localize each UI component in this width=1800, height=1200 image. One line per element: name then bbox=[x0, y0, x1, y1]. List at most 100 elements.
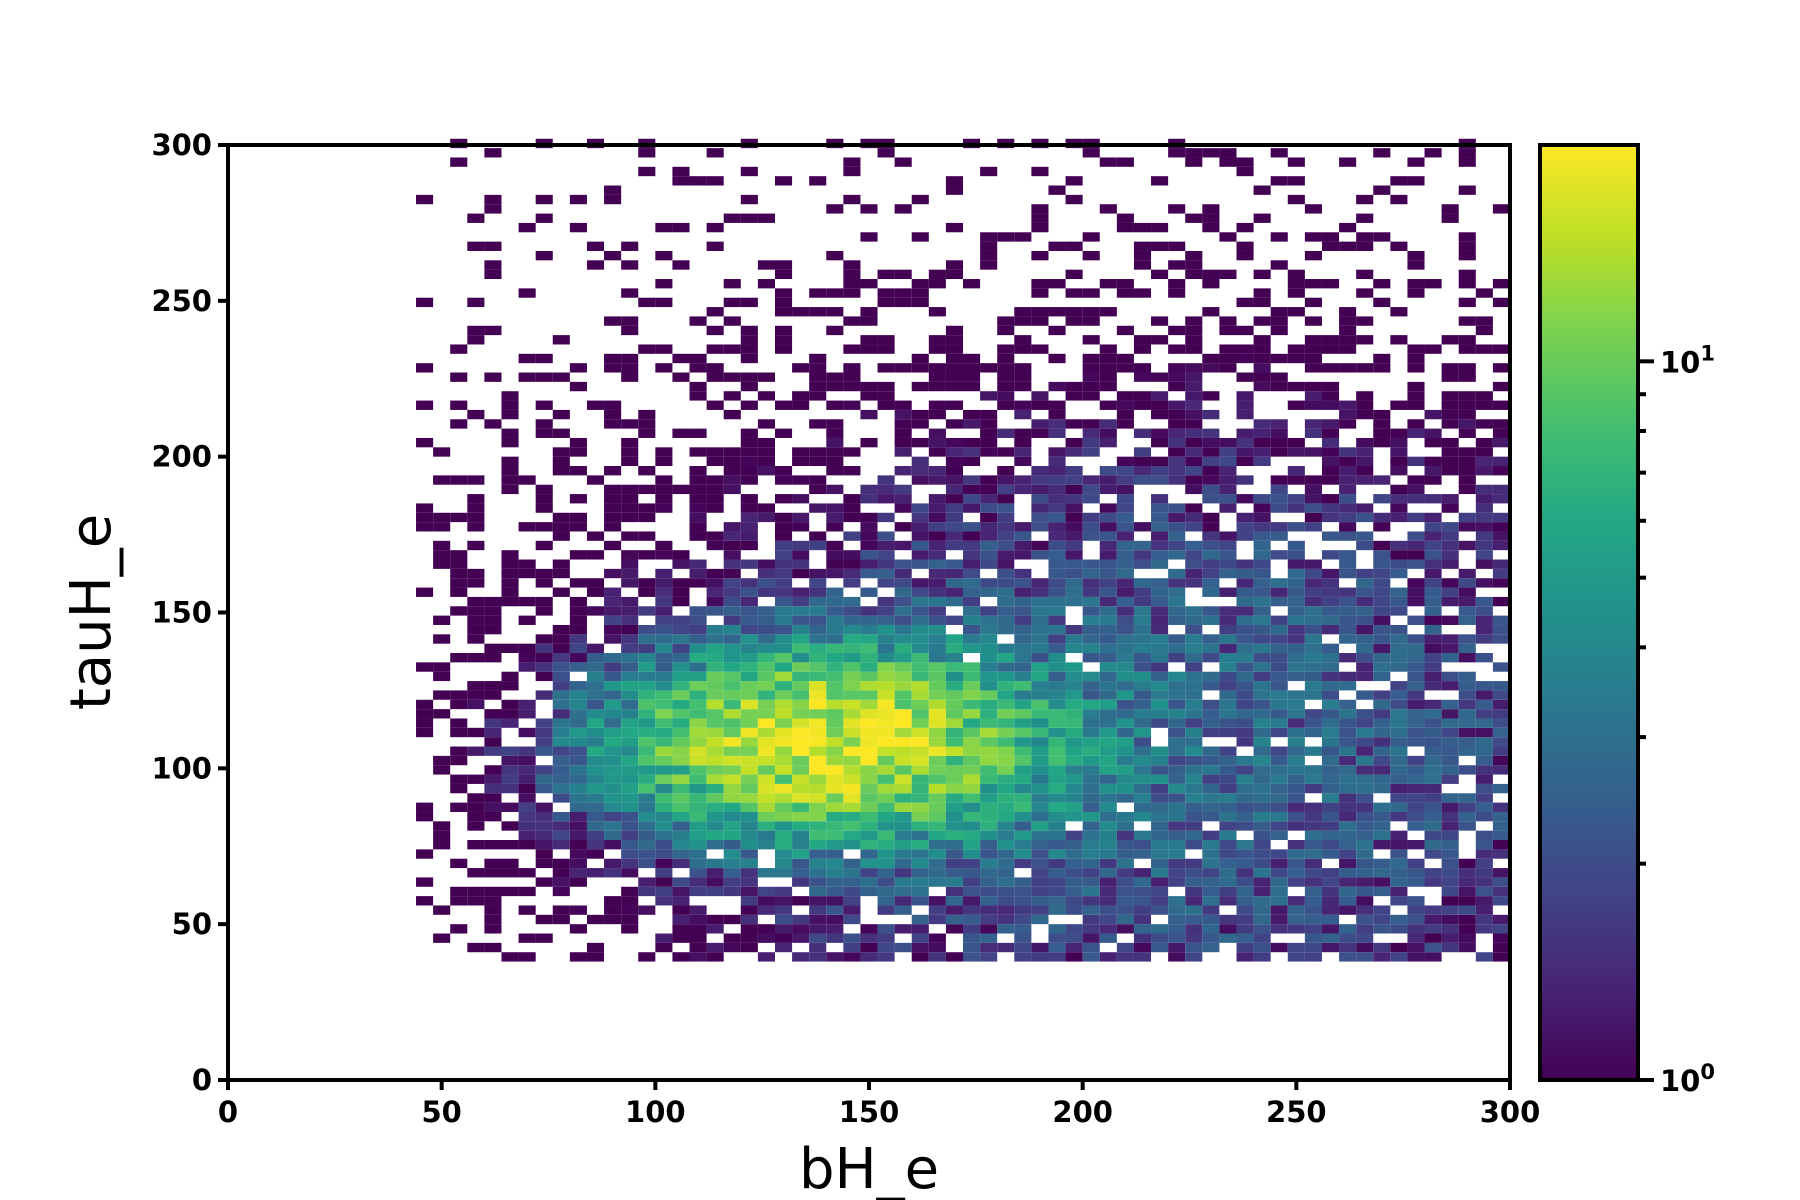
heatmap-cell bbox=[928, 896, 946, 906]
heatmap-cell bbox=[1339, 615, 1357, 625]
heatmap-cell bbox=[1219, 886, 1237, 897]
heatmap-cell bbox=[518, 727, 536, 738]
heatmap-cell bbox=[1356, 437, 1374, 448]
heatmap-cell bbox=[1236, 157, 1254, 167]
heatmap-cell bbox=[535, 634, 553, 644]
heatmap-cell bbox=[706, 942, 724, 953]
heatmap-cell bbox=[877, 475, 895, 485]
heatmap-cell bbox=[552, 793, 570, 803]
heatmap-cell bbox=[1014, 615, 1032, 625]
heatmap-cell bbox=[552, 662, 570, 672]
heatmap-cell bbox=[928, 522, 946, 532]
heatmap-cell bbox=[809, 391, 827, 401]
heatmap-cell bbox=[1168, 344, 1186, 354]
heatmap-cell bbox=[911, 793, 929, 803]
heatmap-cell bbox=[655, 830, 673, 841]
heatmap-cell bbox=[1441, 793, 1459, 803]
heatmap-cell bbox=[877, 550, 895, 560]
heatmap-cell bbox=[1236, 774, 1254, 784]
heatmap-cell bbox=[1202, 550, 1220, 560]
heatmap-cell bbox=[1287, 662, 1305, 672]
heatmap-cell bbox=[928, 372, 946, 382]
heatmap-cell bbox=[997, 606, 1015, 616]
heatmap-cell bbox=[569, 858, 587, 869]
heatmap-cell bbox=[1475, 494, 1493, 504]
heatmap-cell bbox=[928, 494, 946, 504]
heatmap-cell bbox=[792, 596, 810, 607]
heatmap-cell bbox=[569, 466, 587, 476]
heatmap-cell bbox=[621, 437, 639, 448]
heatmap-cell bbox=[1475, 896, 1493, 906]
heatmap-cell bbox=[1048, 643, 1066, 654]
heatmap-cell bbox=[1168, 475, 1186, 485]
heatmap-cell bbox=[621, 755, 639, 766]
heatmap-cell bbox=[1151, 503, 1169, 513]
heatmap-cell bbox=[1048, 802, 1066, 812]
heatmap-cell bbox=[1441, 372, 1459, 382]
heatmap-cell bbox=[723, 653, 741, 663]
heatmap-cell bbox=[655, 250, 673, 261]
heatmap-cell bbox=[1202, 447, 1220, 457]
heatmap-cell bbox=[928, 830, 946, 841]
heatmap-cell bbox=[1031, 484, 1049, 495]
heatmap-cell bbox=[1321, 755, 1340, 766]
heatmap-cell bbox=[1458, 148, 1476, 158]
heatmap-cell bbox=[740, 559, 758, 569]
heatmap-cell bbox=[433, 821, 451, 831]
heatmap-cell bbox=[484, 260, 502, 270]
heatmap-cell bbox=[860, 699, 878, 710]
heatmap-cell bbox=[877, 699, 895, 710]
heatmap-cell bbox=[740, 718, 758, 728]
heatmap-cell bbox=[809, 727, 827, 738]
heatmap-cell bbox=[1287, 709, 1305, 719]
heatmap-cell bbox=[1116, 213, 1134, 223]
heatmap-cell bbox=[706, 718, 724, 728]
heatmap-cell bbox=[792, 821, 810, 831]
heatmap-cell bbox=[1048, 606, 1066, 616]
heatmap-cell bbox=[1458, 858, 1476, 869]
heatmap-cell bbox=[638, 624, 656, 635]
heatmap-cell bbox=[706, 914, 724, 925]
heatmap-cell bbox=[911, 578, 929, 588]
heatmap-cell bbox=[945, 176, 964, 186]
heatmap-cell bbox=[1270, 896, 1288, 906]
heatmap-cell bbox=[655, 868, 673, 878]
heatmap-cell bbox=[809, 307, 827, 317]
heatmap-cell bbox=[621, 671, 639, 682]
heatmap-cell bbox=[706, 774, 724, 784]
heatmap-cell bbox=[740, 709, 758, 719]
heatmap-cell bbox=[1253, 512, 1271, 523]
heatmap-cell bbox=[1475, 531, 1493, 541]
heatmap-cell bbox=[945, 381, 964, 392]
heatmap-cell bbox=[963, 727, 981, 738]
heatmap-cell bbox=[1304, 606, 1322, 616]
heatmap-cell bbox=[1014, 896, 1032, 906]
heatmap-cell bbox=[911, 587, 929, 597]
heatmap-cell bbox=[894, 896, 912, 906]
heatmap-cell bbox=[638, 671, 656, 682]
heatmap-cell bbox=[1236, 737, 1254, 747]
heatmap-cell bbox=[621, 531, 639, 541]
heatmap-cell bbox=[723, 868, 741, 878]
heatmap-cell bbox=[997, 372, 1015, 382]
heatmap-cell bbox=[894, 540, 912, 551]
heatmap-cell bbox=[655, 718, 673, 728]
heatmap-cell bbox=[1048, 428, 1066, 438]
heatmap-cell bbox=[843, 933, 861, 943]
heatmap-cell bbox=[894, 157, 912, 167]
heatmap-cell bbox=[792, 681, 810, 691]
heatmap-cell bbox=[569, 624, 587, 635]
y-tick-label: 100 bbox=[151, 751, 212, 785]
heatmap-cell bbox=[1390, 606, 1408, 616]
heatmap-cell bbox=[1458, 241, 1476, 251]
heatmap-cell bbox=[1304, 746, 1322, 756]
heatmap-cell bbox=[1458, 484, 1476, 495]
heatmap-cell bbox=[980, 250, 998, 261]
heatmap-cell bbox=[928, 699, 946, 710]
heatmap-cell bbox=[1373, 690, 1391, 700]
heatmap-cell bbox=[1321, 428, 1340, 438]
heatmap-cell bbox=[1202, 802, 1220, 812]
heatmap-cell bbox=[877, 606, 895, 616]
heatmap-cell bbox=[1219, 653, 1237, 663]
heatmap-cell bbox=[1373, 765, 1391, 775]
